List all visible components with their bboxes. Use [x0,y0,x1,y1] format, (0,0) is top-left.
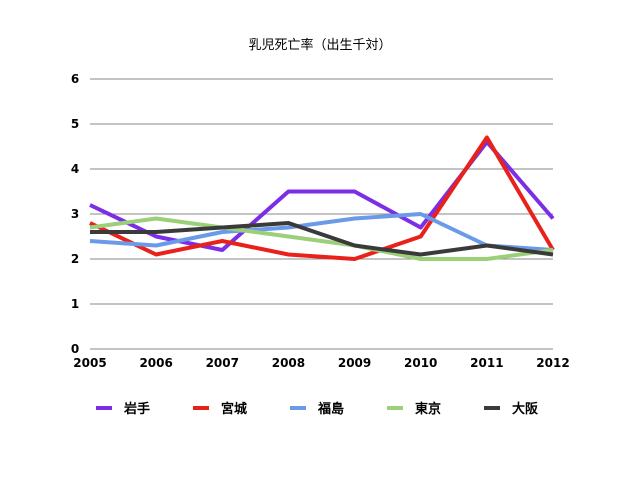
chart-title: 乳児死亡率（出生千対） [248,37,391,53]
x-tick-label: 2011 [470,356,503,370]
legend: 岩手 宮城 福島 東京 大阪 [96,401,539,417]
legend-label: 東京 [415,401,441,417]
series-line-2 [89,135,555,261]
x-tick-label: 2005 [73,356,106,370]
series-line-4 [89,216,554,261]
legend-label: 福島 [317,401,344,417]
x-tick-label: 2010 [404,356,437,370]
y-tick-label: 0 [71,342,79,356]
x-tick-label: 2008 [272,356,305,370]
y-tick-label: 3 [71,207,79,221]
series-line-5 [90,221,554,257]
y-tick-label: 2 [71,252,79,266]
x-tick-label: 2006 [139,356,172,370]
series-lines [89,135,555,261]
legend-label: 岩手 [123,401,150,417]
x-tick-label: 2009 [338,356,371,370]
x-axis-ticks: 2005 2006 2007 2008 2009 2010 2011 2012 [73,356,569,370]
y-tick-label: 1 [71,297,79,311]
gridlines [90,78,553,350]
y-axis-ticks: 0 1 2 3 4 5 6 [71,72,79,356]
legend-label: 宮城 [221,401,247,417]
series-line-3 [89,212,554,252]
legend-label: 大阪 [512,401,539,417]
x-tick-label: 2012 [536,356,569,370]
y-tick-label: 6 [71,72,79,86]
x-tick-label: 2007 [206,356,239,370]
y-tick-label: 5 [71,117,79,131]
y-tick-label: 4 [71,162,79,176]
